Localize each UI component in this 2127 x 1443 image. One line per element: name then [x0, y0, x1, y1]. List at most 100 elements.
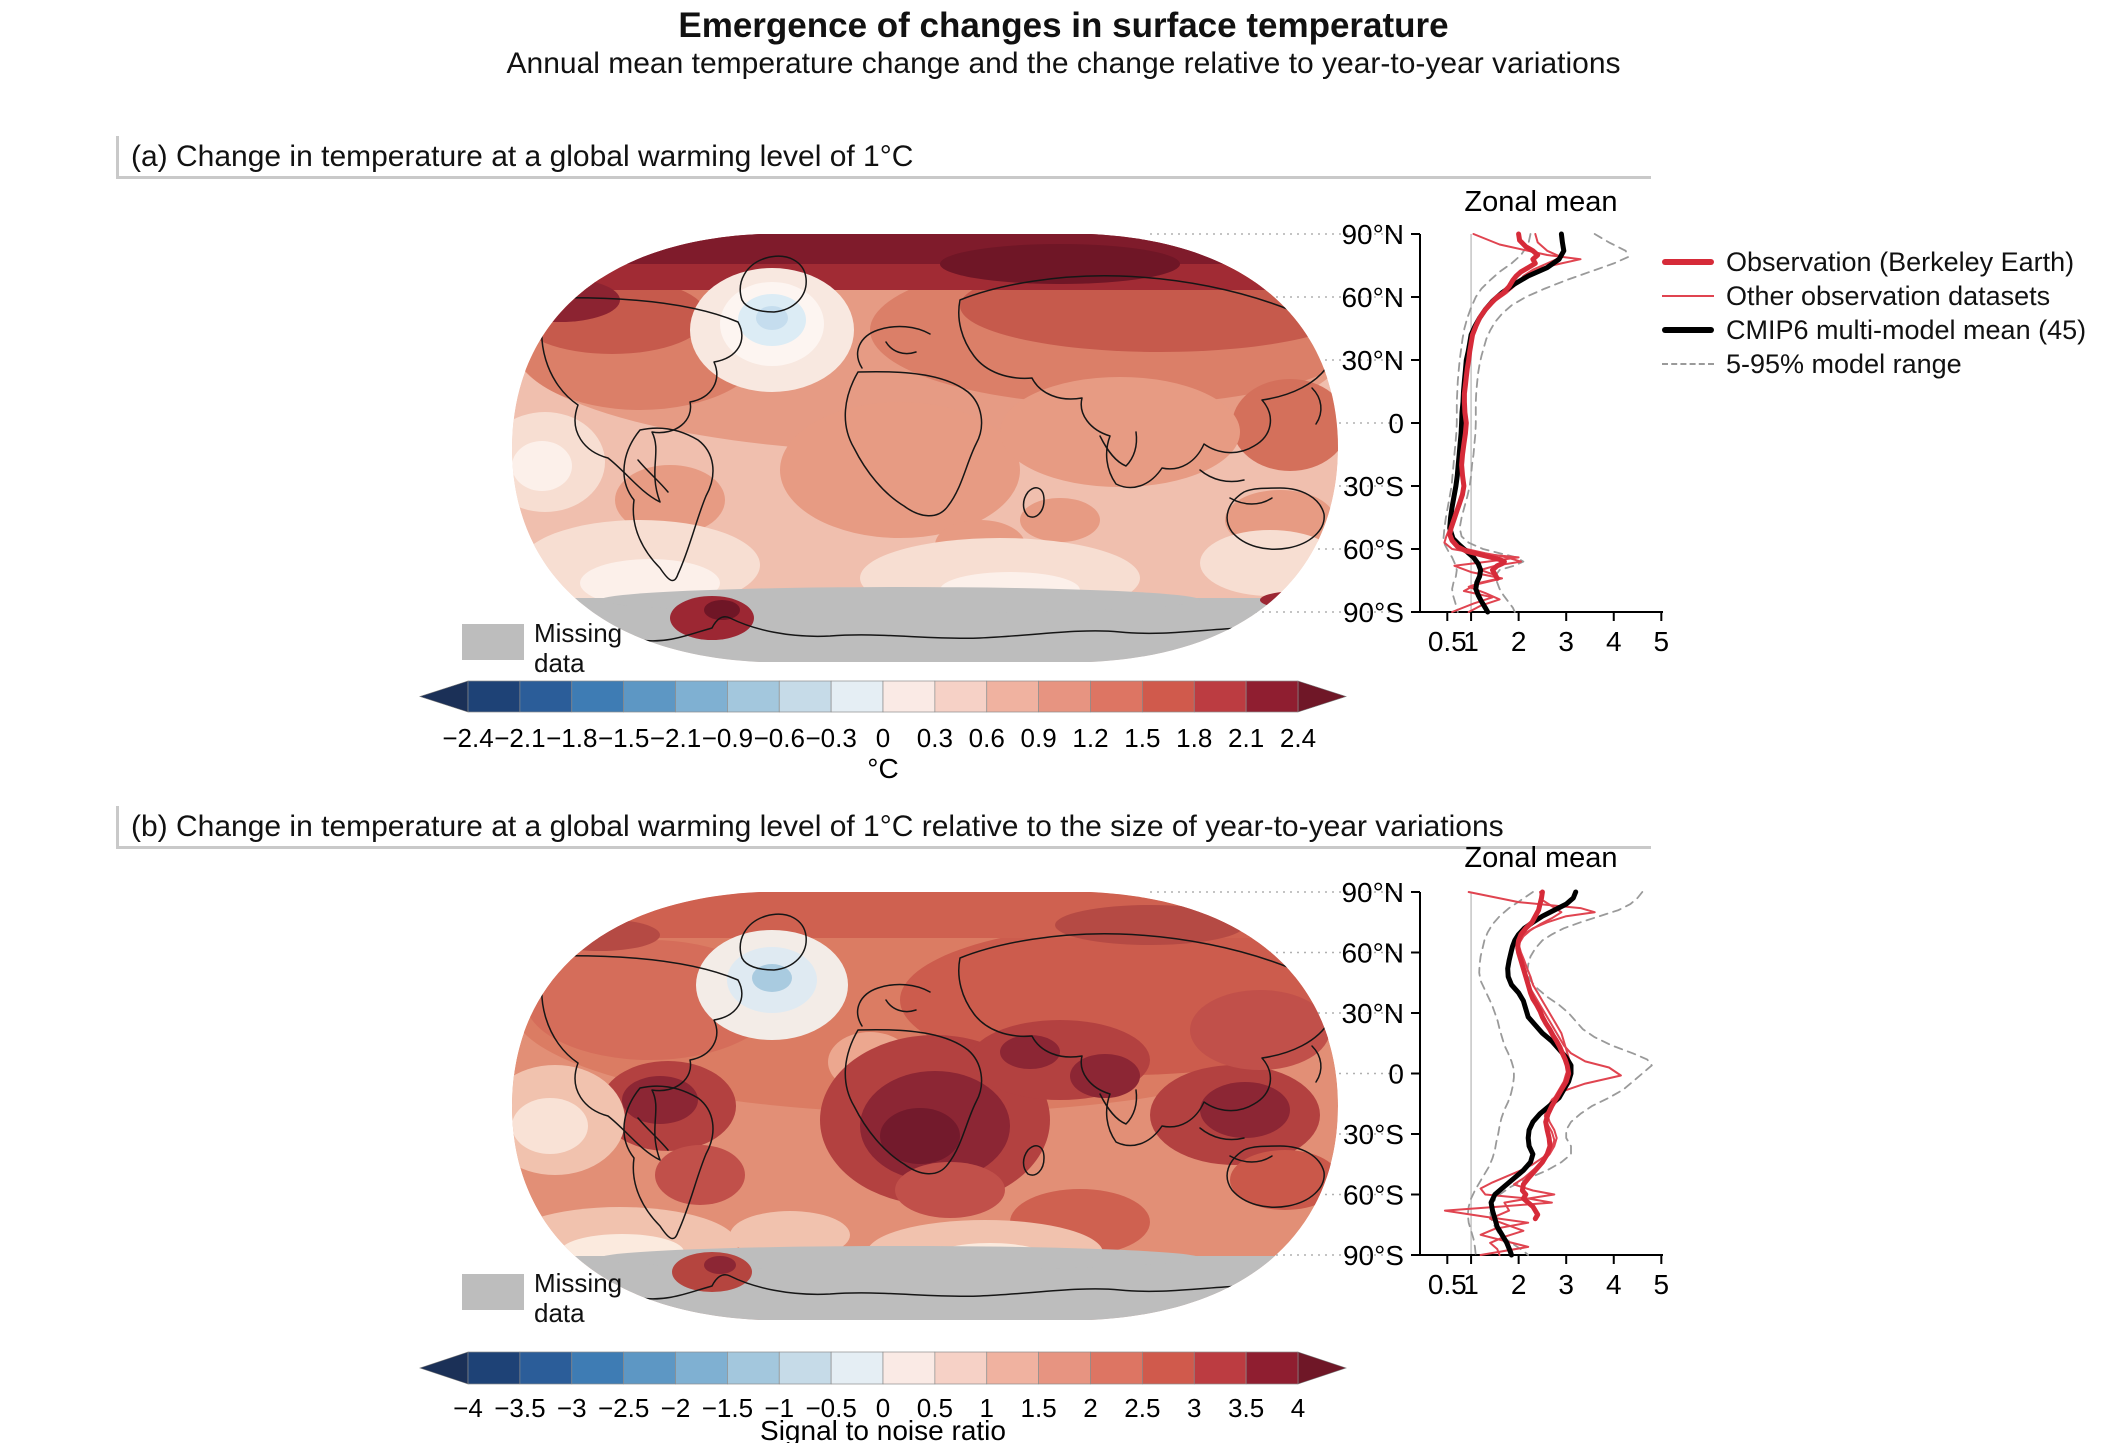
legend-label: Observation (Berkeley Earth) [1726, 246, 2075, 277]
map-shade-blob [655, 1145, 745, 1205]
colorbar-cell [467, 680, 521, 713]
colorbar-tick-label: −2.1 [494, 723, 545, 753]
colorbar-cell [778, 680, 832, 713]
colorbar-cell [1142, 680, 1195, 713]
x-tick-label: 2 [1511, 1269, 1527, 1300]
panel-a-heading: (a) Change in temperature at a global wa… [131, 140, 914, 173]
thick-red-line-sample [1662, 259, 1714, 265]
colorbar-tick-label: 0 [876, 1393, 890, 1423]
zonal-mean-title-a: Zonal mean [1464, 186, 1617, 218]
coastline [523, 616, 1319, 643]
colorbar-cell [623, 1351, 676, 1385]
figure-subtitle: Annual mean temperature change and the c… [506, 47, 1621, 80]
x-tick-label: 2 [1511, 626, 1527, 657]
coastline [844, 370, 983, 517]
map-shade-blob [1200, 1082, 1290, 1138]
world-map-a [512, 234, 1338, 662]
colorbar-cell [1245, 680, 1299, 713]
colorbar-arrow-right [1297, 1351, 1347, 1385]
colorbar-a-title: °C [867, 753, 898, 784]
colorbar-tick-label: −4 [453, 1393, 483, 1423]
map-shade-blob [704, 600, 740, 620]
coastline [958, 932, 1332, 1147]
colorbar-cell [727, 680, 780, 713]
coastline [623, 1085, 714, 1240]
x-tick-label: 1 [1463, 626, 1479, 657]
coastline [637, 1117, 669, 1151]
colorbar-cell [1193, 680, 1247, 713]
colorbar-b-title: Signal to noise ratio [760, 1415, 1006, 1443]
map-shade-blob [600, 587, 1200, 613]
colorbar-cell [1193, 1351, 1247, 1385]
figure-title: Emergence of changes in surface temperat… [678, 6, 1449, 45]
legend-item-other-observations: Other observation datasets [1662, 279, 2086, 313]
map-clip-group [512, 234, 1338, 662]
zonal-mean-title-b: Zonal mean [1464, 842, 1617, 874]
coastline [1226, 487, 1325, 550]
map-shade-blob [600, 1246, 1200, 1270]
panel-a-rule: (a) Change in temperature at a global wa… [116, 136, 1651, 179]
series-line [1466, 891, 1534, 1256]
colorbar-cell [1142, 1351, 1195, 1385]
colorbar-tick-label: 2.5 [1124, 1393, 1160, 1423]
x-tick-label: 3 [1558, 626, 1574, 657]
coastline [623, 427, 714, 582]
colorbar-tick-label: 1 [980, 1393, 994, 1423]
coastline [1311, 387, 1322, 425]
coastline [857, 325, 931, 369]
colorbar-tick-label: −3 [557, 1393, 587, 1423]
series-line [1515, 889, 1572, 1222]
missing-data-line1: Missing [534, 1268, 623, 1298]
colorbar-tick-label: −0.3 [805, 723, 856, 753]
zonal-legend: Observation (Berkeley Earth) Other obser… [1662, 245, 2086, 381]
colorbar-tick-label: 3 [1187, 1393, 1201, 1423]
map-shade-blob [940, 244, 1180, 284]
map-shade-blob [880, 1108, 960, 1164]
x-tick-label: 4 [1606, 1269, 1622, 1300]
map-shade-blob [704, 1256, 736, 1274]
series-line [1489, 891, 1653, 1256]
map-shade-blob [1000, 1035, 1060, 1069]
y-tick-label: 60°N [1341, 282, 1404, 313]
y-tick-label: 30°N [1341, 998, 1404, 1029]
colorbar-cell [571, 680, 624, 713]
map-shade-blob [1055, 905, 1245, 945]
panel-b-heading: (b) Change in temperature at a global wa… [131, 810, 1504, 843]
colorbar-tick-label: 1.8 [1176, 723, 1212, 753]
colorbar-cell [830, 1351, 884, 1385]
colorbar-tick-label: −0.5 [805, 1393, 856, 1423]
y-tick-label: 60°S [1343, 534, 1404, 565]
coastline [540, 297, 743, 503]
colorbar-tick-label: 2.4 [1280, 723, 1316, 753]
colorbar-cell [1090, 1351, 1143, 1385]
map-shade-blob [540, 919, 660, 951]
colorbar-b: −4 −3.5 −3 −2.5 −2 −1.5 −1 −0.5 0 0.5 1 1.5 2 2.5 3 3.5… [419, 1351, 1347, 1423]
colorbar-tick-label: 1.5 [1021, 1393, 1057, 1423]
map-shade-blob [512, 278, 620, 322]
colorbar-cell [675, 1351, 728, 1385]
coastline [637, 459, 669, 493]
y-tick-label: 30°S [1343, 1119, 1404, 1150]
missing-data-swatch [462, 624, 524, 660]
colorbar-cell [1090, 680, 1143, 713]
colorbar-tick-label: 0.3 [917, 723, 953, 753]
zonal-mean-plot-b: 90°N 60°N 30°N 0 30°S 60°S 90°S 0.51 2 3 4 5 [1341, 877, 1669, 1300]
map-shade-blob [1190, 990, 1330, 1070]
x-tick-label: 1 [1463, 1269, 1479, 1300]
map-shade-blob [780, 402, 1020, 538]
coastline [857, 983, 931, 1027]
coastline [1099, 1089, 1138, 1125]
map-shade-blob [1260, 591, 1338, 609]
map-shade-blob [1020, 498, 1100, 542]
panel-b-rule: (b) Change in temperature at a global wa… [116, 806, 1651, 849]
map-shade-blob [1000, 377, 1240, 487]
x-tick-label: 3 [1558, 1269, 1574, 1300]
colorbar-cell [882, 680, 936, 713]
missing-data-label: Missing data [534, 618, 622, 678]
y-tick-label: 0 [1388, 1058, 1404, 1089]
map-shade-blob [1070, 1054, 1140, 1098]
colorbar-tick-label: −0.6 [754, 723, 805, 753]
colorbar-tick-label: −2 [661, 1393, 691, 1423]
map-shade-blob [622, 1076, 698, 1124]
colorbar-tick-label: −3.5 [494, 1393, 545, 1423]
